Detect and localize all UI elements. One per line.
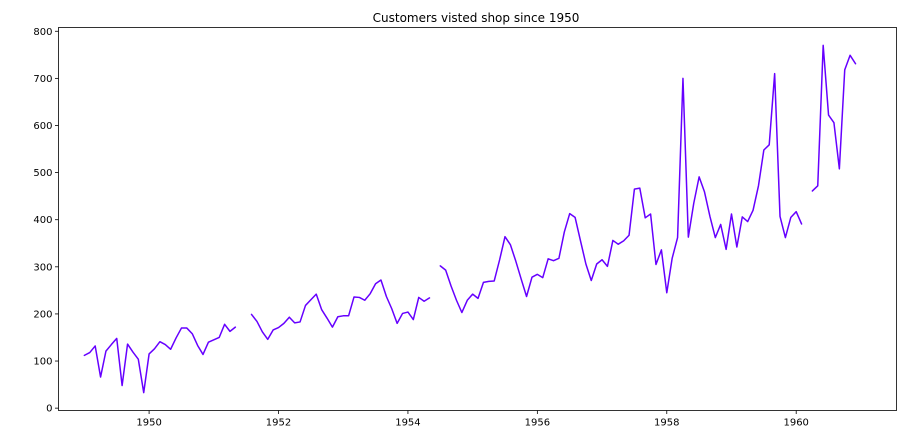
plot-area	[83, 44, 857, 394]
y-axis: 0 100 200 300 400 500 600 700 800	[33, 27, 59, 415]
x-tick-label: 1950	[136, 418, 161, 429]
y-tick-label: 200	[33, 309, 52, 320]
series-line-segment-2	[250, 279, 431, 341]
series-line-segment-4	[811, 44, 857, 192]
series-line-segment-1	[83, 323, 237, 394]
x-tick-label: 1954	[395, 418, 420, 429]
y-tick-label: 700	[33, 74, 52, 85]
y-tick-label: 400	[33, 215, 52, 226]
x-axis: 1950 1952 1954 1956 1958 1960	[136, 410, 809, 429]
x-tick-label: 1958	[654, 418, 679, 429]
x-tick-label: 1960	[783, 418, 808, 429]
x-tick-label: 1952	[266, 418, 291, 429]
y-tick-label: 500	[33, 168, 52, 179]
y-tick-label: 300	[33, 262, 52, 273]
y-tick-label: 600	[33, 121, 52, 132]
y-tick-label: 800	[33, 27, 52, 38]
y-tick-label: 100	[33, 357, 52, 368]
y-tick-label: 0	[46, 404, 52, 415]
series-line-segment-3	[439, 72, 803, 314]
chart-title: Customers visted shop since 1950	[373, 11, 580, 25]
axes-frame	[58, 27, 897, 411]
x-tick-label: 1956	[525, 418, 550, 429]
